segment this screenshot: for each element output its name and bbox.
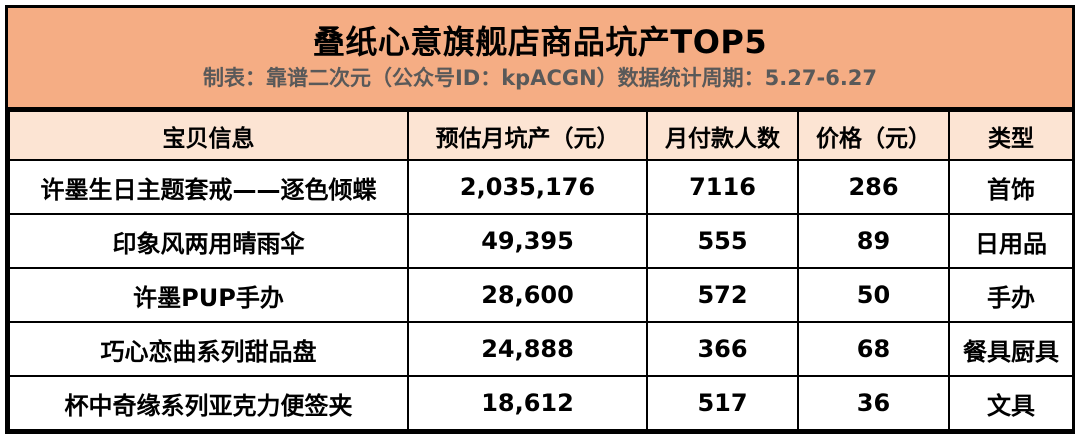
- table-row: 许墨生日主题套戒——逐色倾蝶 2,035,176 7116 286 首饰: [8, 159, 1074, 215]
- table-row: 巧心恋曲系列甜品盘 24,888 366 68 餐具厨具: [8, 321, 1074, 377]
- column-header-price: 价格（元）: [797, 110, 950, 161]
- category-cell: 日用品: [948, 213, 1074, 269]
- category-cell: 文具: [948, 375, 1074, 431]
- monthly-buyers-cell: 7116: [646, 159, 799, 215]
- column-header-monthly-revenue: 预估月坑产（元）: [407, 110, 648, 161]
- column-header-monthly-buyers: 月付款人数: [646, 110, 799, 161]
- table-header-row: 宝贝信息 预估月坑产（元） 月付款人数 价格（元） 类型: [8, 110, 1074, 161]
- infographic-frame: 叠纸心意旗舰店商品坑产TOP5 制表：靠谱二次元（公众号ID：kpACGN）数据…: [5, 5, 1075, 434]
- table-row: 印象风两用晴雨伞 49,395 555 89 日用品: [8, 213, 1074, 269]
- monthly-revenue-cell: 28,600: [407, 267, 648, 323]
- product-name-cell: 印象风两用晴雨伞: [8, 213, 409, 269]
- banner: 叠纸心意旗舰店商品坑产TOP5 制表：靠谱二次元（公众号ID：kpACGN）数据…: [8, 8, 1072, 110]
- price-cell: 36: [797, 375, 950, 431]
- category-cell: 首饰: [948, 159, 1074, 215]
- monthly-buyers-cell: 517: [646, 375, 799, 431]
- monthly-buyers-cell: 572: [646, 267, 799, 323]
- category-cell: 餐具厨具: [948, 321, 1074, 377]
- monthly-buyers-cell: 366: [646, 321, 799, 377]
- products-table: 宝贝信息 预估月坑产（元） 月付款人数 价格（元） 类型 许墨生日主题套戒——逐…: [8, 110, 1074, 431]
- page-title: 叠纸心意旗舰店商品坑产TOP5: [312, 23, 768, 62]
- banner-subtitle: 制表：靠谱二次元（公众号ID：kpACGN）数据统计周期：5.27-6.27: [202, 65, 878, 90]
- price-cell: 68: [797, 321, 950, 377]
- product-name-cell: 许墨生日主题套戒——逐色倾蝶: [8, 159, 409, 215]
- table-row: 许墨PUP手办 28,600 572 50 手办: [8, 267, 1074, 323]
- column-header-product-info: 宝贝信息: [8, 110, 409, 161]
- category-cell: 手办: [948, 267, 1074, 323]
- product-name-cell: 巧心恋曲系列甜品盘: [8, 321, 409, 377]
- monthly-buyers-cell: 555: [646, 213, 799, 269]
- monthly-revenue-cell: 49,395: [407, 213, 648, 269]
- product-name-cell: 许墨PUP手办: [8, 267, 409, 323]
- monthly-revenue-cell: 24,888: [407, 321, 648, 377]
- column-header-category: 类型: [948, 110, 1074, 161]
- monthly-revenue-cell: 2,035,176: [407, 159, 648, 215]
- product-name-cell: 杯中奇缘系列亚克力便签夹: [8, 375, 409, 431]
- table-row: 杯中奇缘系列亚克力便签夹 18,612 517 36 文具: [8, 375, 1074, 431]
- monthly-revenue-cell: 18,612: [407, 375, 648, 431]
- price-cell: 89: [797, 213, 950, 269]
- price-cell: 50: [797, 267, 950, 323]
- price-cell: 286: [797, 159, 950, 215]
